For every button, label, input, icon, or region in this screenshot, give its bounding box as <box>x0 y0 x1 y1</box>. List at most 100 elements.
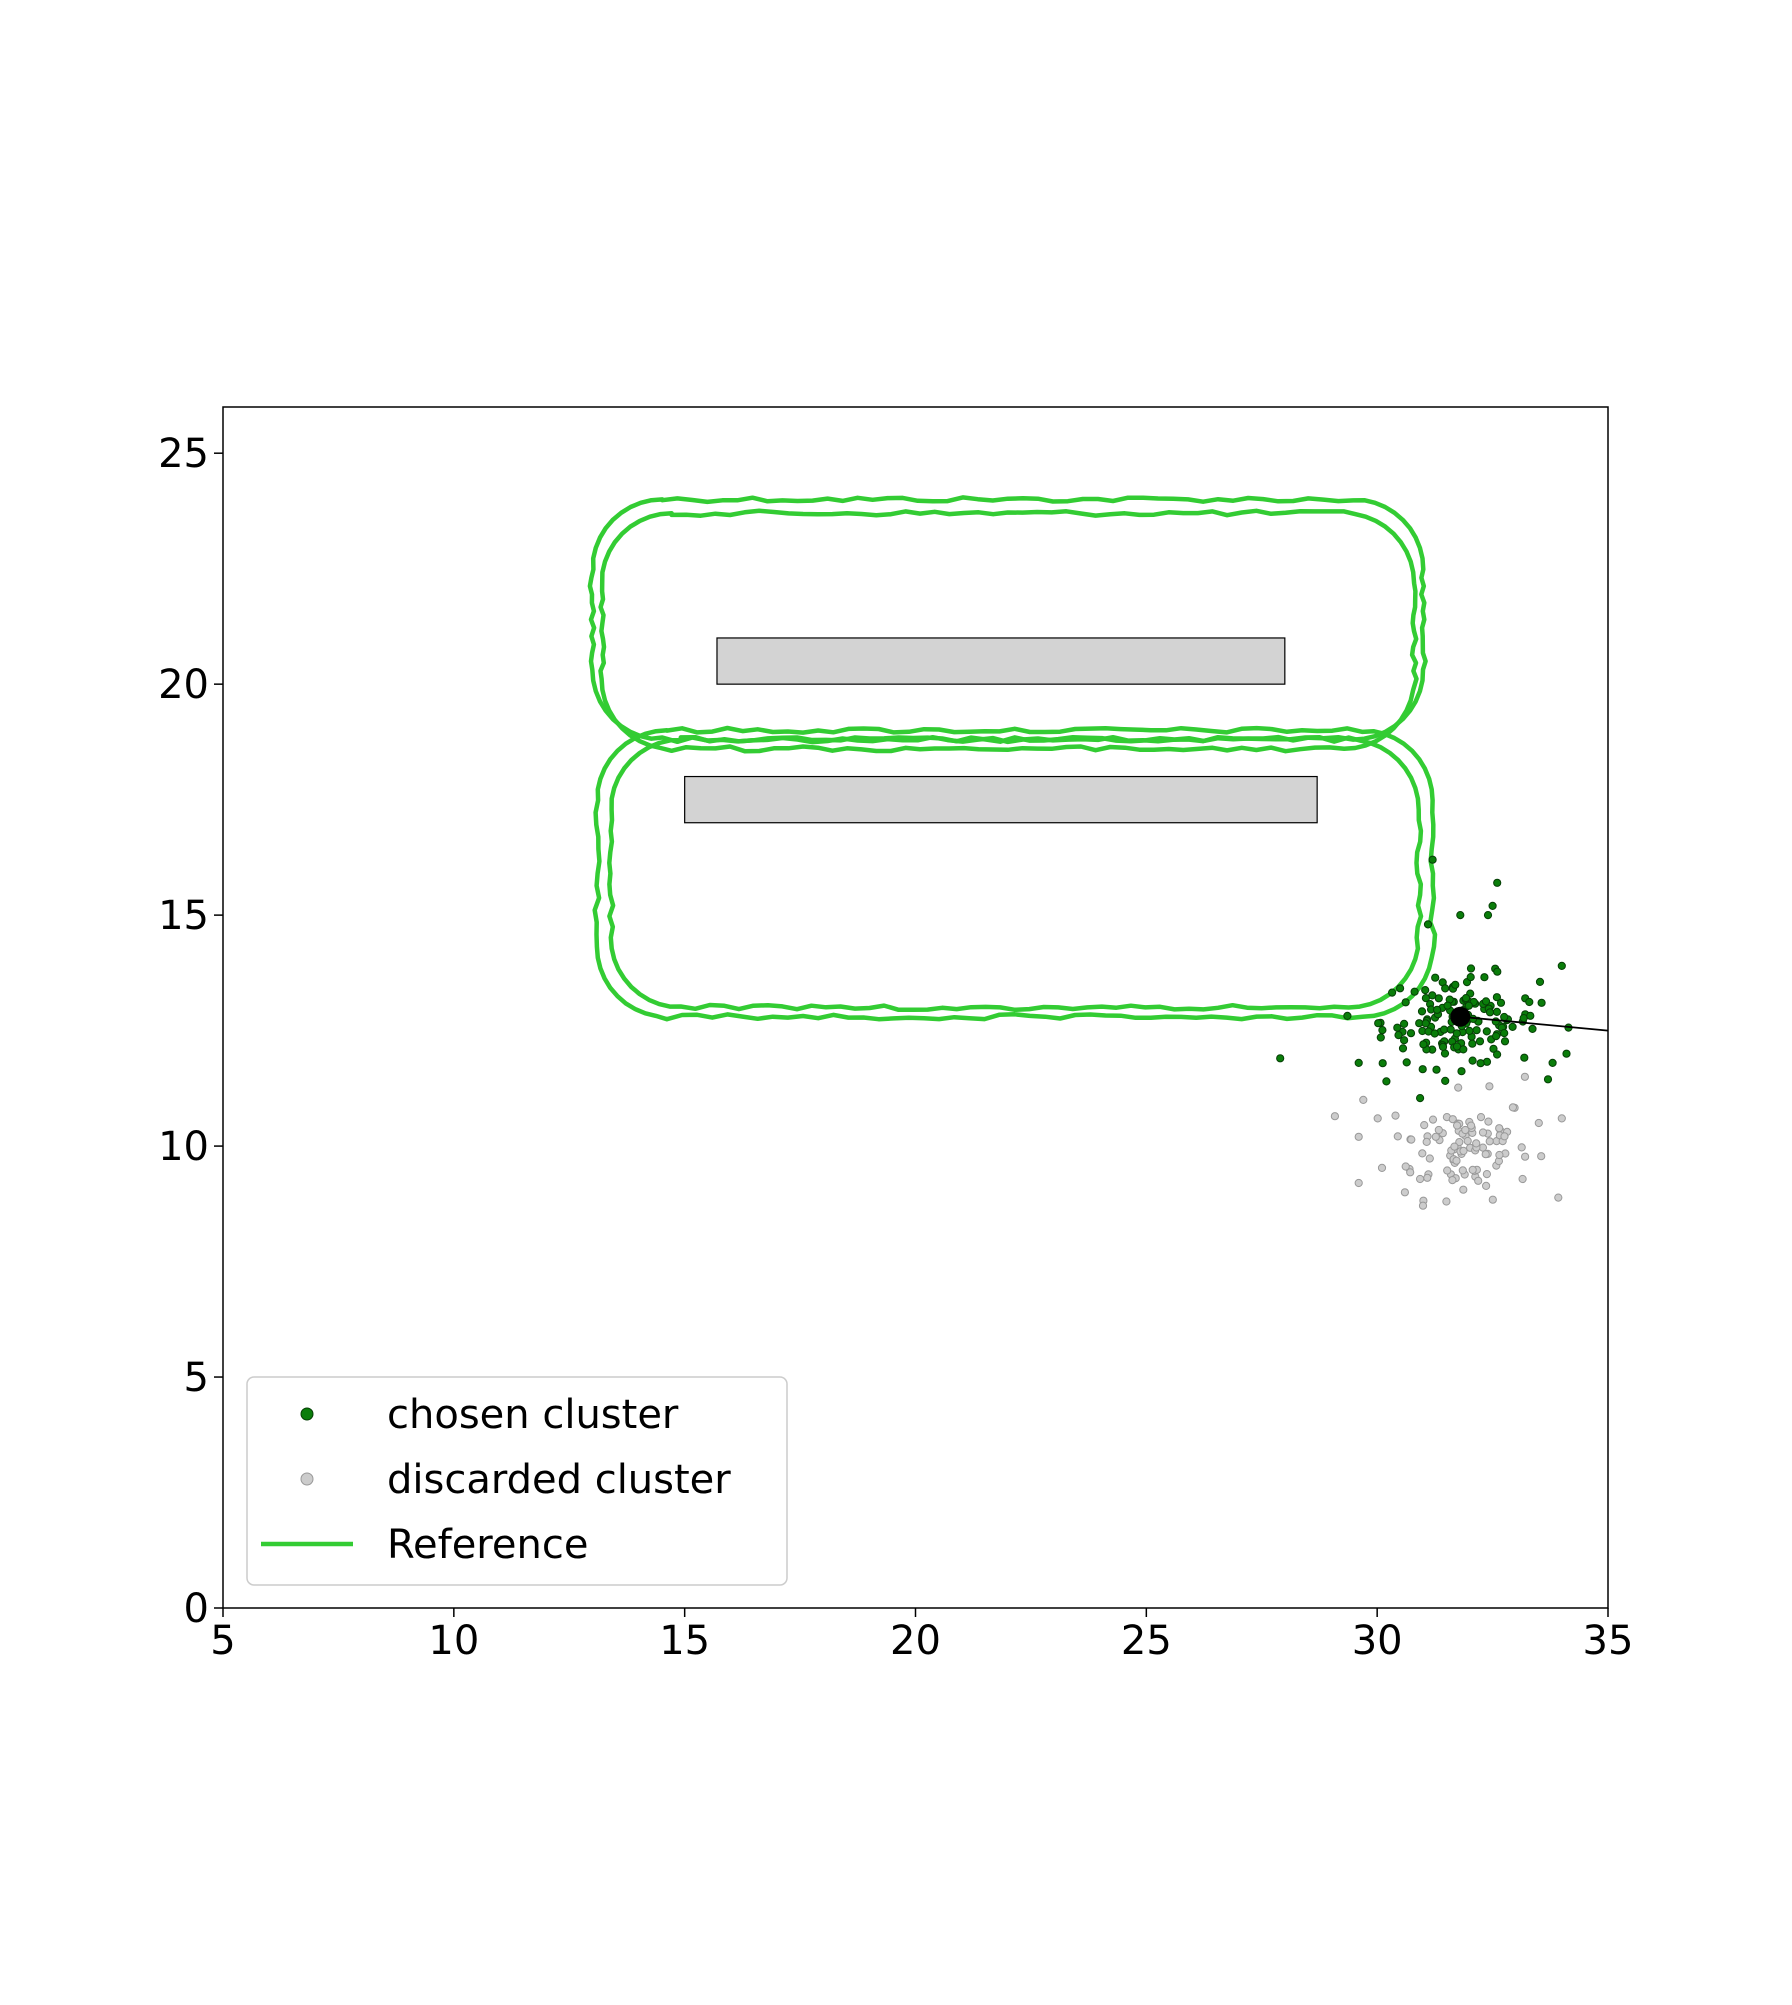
discarded-cluster-point <box>1534 1118 1543 1128</box>
discarded-cluster-point <box>1442 1197 1451 1206</box>
discarded-cluster-point <box>1520 1072 1530 1081</box>
legend-marker-discarded <box>300 1472 314 1486</box>
chosen-cluster-point <box>1468 1039 1477 1048</box>
chosen-cluster-point <box>1483 911 1493 920</box>
discarded-cluster-point <box>1454 1083 1463 1092</box>
chosen-cluster-point <box>1465 1026 1474 1036</box>
chosen-cluster-point <box>1475 1037 1485 1046</box>
chosen-cluster-point <box>1464 1001 1473 1010</box>
discarded-cluster-point <box>1377 1163 1387 1173</box>
discarded-cluster-point <box>1431 1132 1440 1141</box>
obstacles-layer <box>684 637 1318 824</box>
chosen-cluster-point <box>1492 1032 1501 1041</box>
y-tick-label: 5 <box>184 1355 209 1401</box>
discarded-cluster-point <box>1458 1166 1467 1175</box>
chosen-cluster-point <box>1557 961 1566 971</box>
chosen-cluster-point <box>1537 998 1546 1007</box>
y-tick-label: 15 <box>158 893 209 939</box>
x-tick-label: 20 <box>890 1618 941 1664</box>
chosen-cluster-point <box>1526 1011 1535 1020</box>
discarded-cluster-point <box>1450 1142 1459 1151</box>
discarded-cluster-point <box>1472 1139 1481 1148</box>
discarded-cluster-point <box>1434 1125 1443 1135</box>
legend-label: chosen cluster <box>387 1392 679 1438</box>
discarded-cluster-point <box>1495 1124 1504 1133</box>
discarded-cluster-point <box>1455 1138 1464 1147</box>
legend-label: discarded cluster <box>387 1457 731 1503</box>
x-axis-ticks: 5 10 15 20 25 30 35 <box>210 1608 1633 1664</box>
chosen-cluster-point <box>1493 967 1502 976</box>
discarded-cluster-point <box>1485 1137 1494 1146</box>
discarded-cluster-point <box>1482 1170 1492 1179</box>
chosen-cluster-point <box>1500 1029 1509 1038</box>
chosen-cluster-point <box>1354 1058 1363 1068</box>
legend-label: Reference <box>387 1522 588 1568</box>
chosen-cluster-point <box>1417 1007 1427 1016</box>
discarded-cluster-point <box>1448 1115 1457 1124</box>
chosen-cluster-point <box>1394 1031 1403 1040</box>
discarded-cluster-point <box>1391 1111 1400 1120</box>
discarded-cluster-point <box>1521 1152 1530 1161</box>
chosen-cluster-point <box>1493 878 1502 887</box>
chosen-cluster-point <box>1421 1019 1430 1028</box>
chosen-cluster-point <box>1382 1077 1391 1086</box>
chosen-cluster-point <box>1421 994 1431 1003</box>
discarded-cluster-point <box>1406 1168 1415 1177</box>
legend-box <box>246 1376 788 1586</box>
chosen-cluster-point <box>1535 977 1545 987</box>
chosen-cluster-point <box>1472 1026 1481 1035</box>
chosen-cluster-point <box>1441 1076 1450 1086</box>
chosen-cluster-point <box>1492 993 1502 1002</box>
discarded-cluster-point <box>1517 1143 1526 1152</box>
discarded-cluster-point <box>1453 1121 1462 1130</box>
reference-loop-2 <box>598 508 1419 754</box>
chosen-cluster-point <box>1480 973 1489 982</box>
chosen-cluster-point <box>1421 986 1430 995</box>
obstacle-1 <box>716 637 1286 685</box>
discarded-cluster-point <box>1482 1181 1491 1191</box>
reference-layer <box>587 495 1438 1022</box>
chosen-cluster-point <box>1457 1067 1466 1076</box>
chosen-cluster-point <box>1423 920 1433 929</box>
estimate-layer <box>1450 1006 1609 1032</box>
x-tick-label: 5 <box>210 1618 235 1664</box>
discarded-cluster-point <box>1459 1146 1468 1156</box>
chosen-cluster-point <box>1481 997 1491 1006</box>
chosen-cluster-point <box>1428 855 1437 864</box>
obstacle-2 <box>684 775 1318 824</box>
chosen-cluster-point <box>1525 997 1534 1007</box>
discarded-cluster-point <box>1423 1173 1432 1182</box>
chosen-cluster-point <box>1378 1026 1387 1035</box>
discarded-cluster-point <box>1508 1103 1518 1112</box>
chosen-cluster-point <box>1528 1024 1537 1034</box>
chosen-cluster-point <box>1500 1012 1509 1022</box>
chosen-cluster-point <box>1489 1044 1498 1053</box>
chosen-cluster-point <box>1452 1029 1461 1038</box>
chosen-cluster-point <box>1461 994 1471 1003</box>
chosen-cluster-point <box>1443 1001 1452 1010</box>
chosen-cluster-point <box>1520 1053 1529 1062</box>
discarded-cluster-point <box>1401 1162 1410 1171</box>
discarded-cluster-point <box>1518 1174 1527 1184</box>
y-tick-label: 20 <box>158 662 209 708</box>
chosen-cluster-point <box>1410 987 1419 996</box>
discarded-cluster-point <box>1557 1114 1566 1123</box>
chosen-cluster-point <box>1500 1037 1510 1046</box>
chosen-cluster-point <box>1440 1049 1450 1058</box>
discarded-cluster-point <box>1418 1149 1427 1158</box>
chosen-cluster-point <box>1376 1033 1385 1042</box>
chosen-cluster-point <box>1406 1029 1416 1038</box>
discarded-cluster-point <box>1500 1132 1509 1141</box>
discarded-cluster-point <box>1354 1178 1363 1188</box>
chosen-cluster-point <box>1446 1025 1455 1034</box>
discarded-cluster-point <box>1481 1150 1490 1159</box>
chosen-cluster-point <box>1374 1019 1383 1028</box>
legend-marker-chosen <box>300 1407 314 1421</box>
chosen-cluster-point <box>1398 1044 1408 1053</box>
chosen-cluster-point <box>1488 901 1497 911</box>
chosen-cluster-point <box>1562 1049 1571 1058</box>
discarded-cluster-point <box>1428 1115 1438 1124</box>
reference-loop-4 <box>607 734 1424 1013</box>
chosen-cluster-point <box>1492 1007 1502 1017</box>
